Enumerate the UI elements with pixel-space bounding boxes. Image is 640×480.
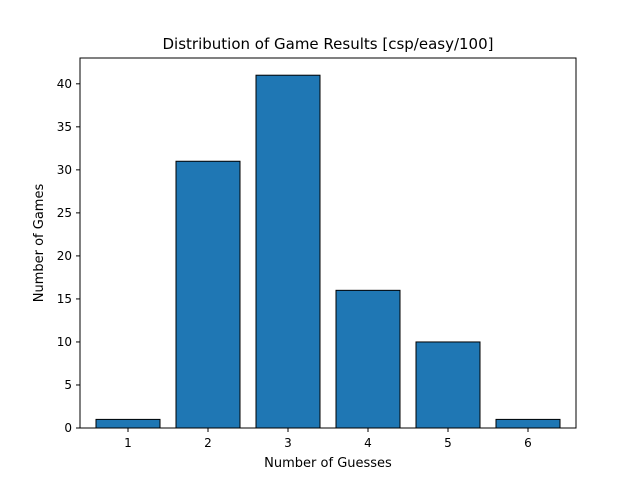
x-axis-ticks: 1 2 3 4 5 6 <box>124 428 532 450</box>
y-tick-label: 20 <box>57 249 72 263</box>
x-tick-label: 2 <box>204 436 212 450</box>
bar-6 <box>495 418 561 429</box>
x-tick-label: 1 <box>124 436 132 450</box>
y-tick-label: 40 <box>57 77 72 91</box>
x-tick-label: 4 <box>364 436 372 450</box>
x-axis-label: Number of Guesses <box>264 456 392 471</box>
x-tick-label: 5 <box>444 436 452 450</box>
bars-group <box>95 74 561 429</box>
bar-1 <box>95 418 161 429</box>
chart-title: Distribution of Game Results [csp/easy/1… <box>163 35 494 53</box>
bar-5 <box>415 341 481 429</box>
y-tick-label: 25 <box>57 206 72 220</box>
y-tick-label: 30 <box>57 163 72 177</box>
y-tick-label: 5 <box>64 378 72 392</box>
y-axis-ticks: 0 5 10 15 20 25 30 35 40 <box>57 77 80 435</box>
x-tick-label: 6 <box>524 436 532 450</box>
y-axis-label: Number of Games <box>32 184 47 303</box>
bar-3 <box>255 74 321 429</box>
bar-4 <box>335 289 401 429</box>
y-tick-label: 15 <box>57 292 72 306</box>
y-tick-label: 10 <box>57 335 72 349</box>
y-tick-label: 35 <box>57 120 72 134</box>
bar-2 <box>175 160 241 429</box>
plot-frame <box>79 57 577 429</box>
y-tick-label: 0 <box>64 421 72 435</box>
x-tick-label: 3 <box>284 436 292 450</box>
